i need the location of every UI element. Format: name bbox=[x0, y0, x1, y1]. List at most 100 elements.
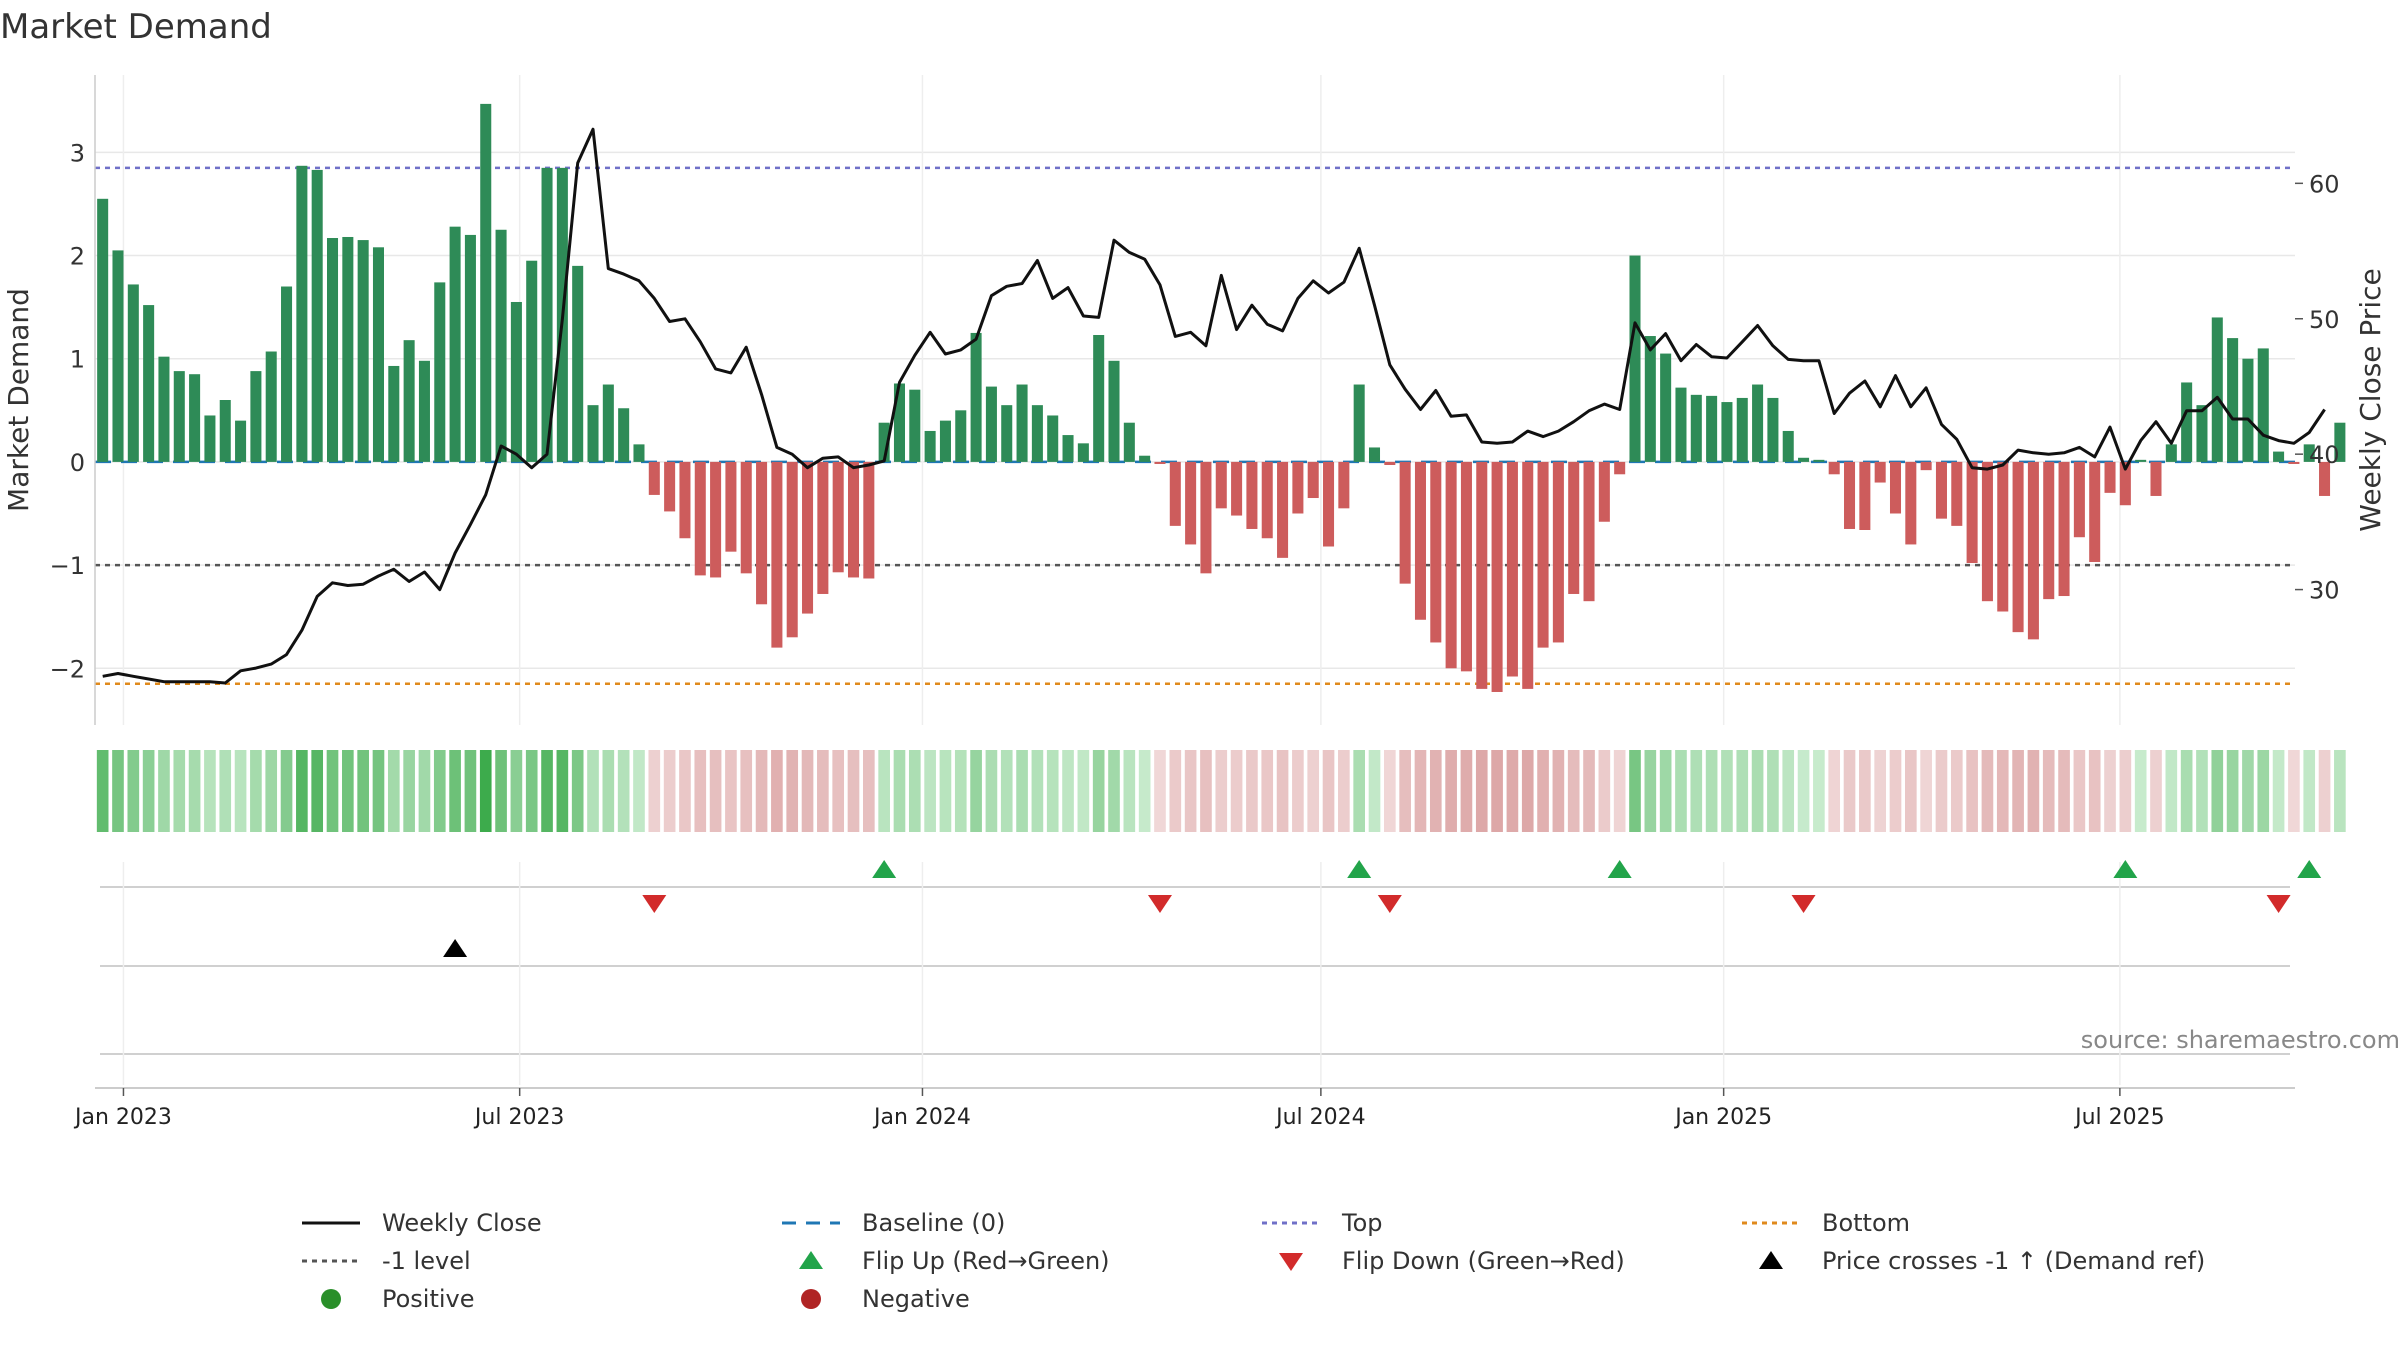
axes: −2 −1 0 1 2 3 30 40 50 60 bbox=[50, 75, 2340, 725]
demand-strip-cell bbox=[2042, 750, 2055, 832]
demand-bar-negative bbox=[2058, 461, 2070, 597]
demand-strip-cell bbox=[1000, 750, 1013, 832]
demand-strip-cell bbox=[1981, 750, 1994, 832]
demand-strip-cell bbox=[1200, 750, 1212, 832]
demand-strip-cell bbox=[1429, 750, 1442, 832]
demand-bar-negative bbox=[1552, 461, 1564, 643]
demand-strip-cell bbox=[449, 750, 461, 832]
demand-strip-cell bbox=[847, 750, 860, 832]
legend-symbol bbox=[1742, 1221, 1800, 1225]
demand-strip-cell bbox=[1368, 750, 1381, 832]
y-tick-label: −1 bbox=[50, 552, 85, 580]
legend-symbol bbox=[1279, 1253, 1303, 1271]
demand-strip-cell bbox=[280, 750, 293, 832]
legend-label: Bottom bbox=[1822, 1209, 1911, 1237]
demand-bar-negative bbox=[1935, 461, 1947, 519]
demand-strip-cell bbox=[893, 750, 906, 832]
demand-bar-negative bbox=[1460, 461, 1472, 672]
demand-bar-positive bbox=[602, 384, 614, 462]
demand-strip-cell bbox=[1491, 750, 1503, 832]
demand-bar-negative bbox=[1231, 461, 1243, 516]
legend-symbol bbox=[1759, 1251, 1783, 1269]
demand-bars bbox=[97, 103, 2346, 692]
flip-down-marker bbox=[2266, 895, 2291, 913]
y-tick-label: 3 bbox=[70, 139, 85, 167]
demand-strip-cell bbox=[372, 750, 385, 832]
demand-strip-cell bbox=[1062, 750, 1074, 832]
demand-bar-positive bbox=[97, 198, 109, 462]
demand-strip-cell bbox=[1828, 750, 1841, 832]
demand-strip-cell bbox=[1996, 750, 2009, 832]
demand-bar-negative bbox=[1414, 461, 1426, 620]
legend-label: Price crosses -1 ↑ (Demand ref) bbox=[1822, 1247, 2206, 1275]
demand-strip-cell bbox=[326, 750, 339, 832]
legend-symbol bbox=[1262, 1221, 1320, 1225]
demand-bar-negative bbox=[1200, 461, 1212, 574]
demand-strip-cell bbox=[1046, 750, 1059, 832]
demand-strip-cell bbox=[1506, 750, 1519, 832]
demand-bar-positive bbox=[1644, 336, 1656, 462]
demand-bar-positive bbox=[2242, 358, 2254, 462]
demand-bar-positive bbox=[893, 383, 905, 462]
demand-strip-cell bbox=[2242, 750, 2254, 832]
demand-bar-positive bbox=[1767, 397, 1779, 462]
demand-strip-cell bbox=[311, 750, 324, 832]
demand-strip-cell bbox=[1169, 750, 1182, 832]
demand-bar-negative bbox=[1568, 461, 1580, 594]
legend-triangle-down-swatch bbox=[1279, 1253, 1303, 1271]
y2-tick-label: 60 bbox=[2309, 170, 2340, 198]
demand-bar-positive bbox=[2227, 338, 2239, 462]
legend-label: Flip Up (Red→Green) bbox=[862, 1247, 1110, 1275]
demand-strip-cell bbox=[234, 750, 247, 832]
demand-strip-cell bbox=[1751, 750, 1764, 832]
demand-strip-cell bbox=[188, 750, 201, 832]
legend-item: Bottom bbox=[1740, 1205, 1910, 1241]
demand-bar-positive bbox=[2165, 444, 2177, 462]
demand-bar-positive bbox=[1139, 455, 1151, 462]
demand-bar-negative bbox=[1292, 461, 1304, 514]
demand-strip-cell bbox=[1935, 750, 1948, 832]
demand-strip-cell bbox=[648, 750, 661, 832]
demand-bar-negative bbox=[1981, 461, 1993, 602]
legend-item: Baseline (0) bbox=[780, 1205, 1005, 1241]
demand-bar-positive bbox=[127, 284, 139, 462]
demand-bar-negative bbox=[1598, 461, 1610, 522]
demand-strip-cell bbox=[1583, 750, 1595, 832]
demand-strip-cell bbox=[2180, 750, 2193, 832]
legend-triangle-up-swatch bbox=[1759, 1251, 1783, 1269]
demand-bar-negative bbox=[832, 461, 844, 573]
demand-strip-cell bbox=[2257, 750, 2270, 832]
demand-bar-negative bbox=[1859, 461, 1871, 530]
demand-bar-positive bbox=[1675, 387, 1687, 462]
demand-bar-positive bbox=[296, 165, 308, 462]
demand-bar-positive bbox=[572, 265, 584, 462]
legend-symbol bbox=[321, 1289, 341, 1309]
legend-label: Baseline (0) bbox=[862, 1209, 1006, 1237]
demand-strip-cell bbox=[342, 750, 354, 832]
legend-item: Negative bbox=[780, 1281, 970, 1317]
demand-bar-negative bbox=[1215, 461, 1227, 509]
demand-strip-cell bbox=[464, 750, 477, 832]
demand-bar-positive bbox=[1752, 384, 1764, 462]
demand-strip-cell bbox=[1031, 750, 1044, 832]
demand-bar-positive bbox=[985, 386, 997, 462]
demand-strip-cell bbox=[1246, 750, 1258, 832]
demand-strip-cell bbox=[755, 750, 768, 832]
demand-bar-positive bbox=[2135, 459, 2147, 462]
demand-bar-positive bbox=[265, 351, 277, 462]
demand-bar-negative bbox=[2104, 461, 2116, 493]
flip-up-marker bbox=[872, 860, 897, 878]
demand-strip-cell bbox=[479, 750, 492, 832]
demand-strip-cell bbox=[1138, 750, 1151, 832]
demand-bar-positive bbox=[219, 400, 231, 462]
demand-bar-negative bbox=[1874, 461, 1886, 483]
demand-strip-cell bbox=[296, 750, 308, 832]
demand-bar-positive bbox=[2181, 382, 2193, 462]
demand-strip-cell bbox=[127, 750, 140, 832]
demand-bar-positive bbox=[1047, 415, 1059, 462]
demand-bar-negative bbox=[2043, 461, 2055, 600]
demand-bar-negative bbox=[740, 461, 752, 574]
demand-strip-cell bbox=[265, 750, 278, 832]
demand-bar-negative bbox=[1522, 461, 1534, 689]
demand-bar-negative bbox=[1246, 461, 1258, 529]
